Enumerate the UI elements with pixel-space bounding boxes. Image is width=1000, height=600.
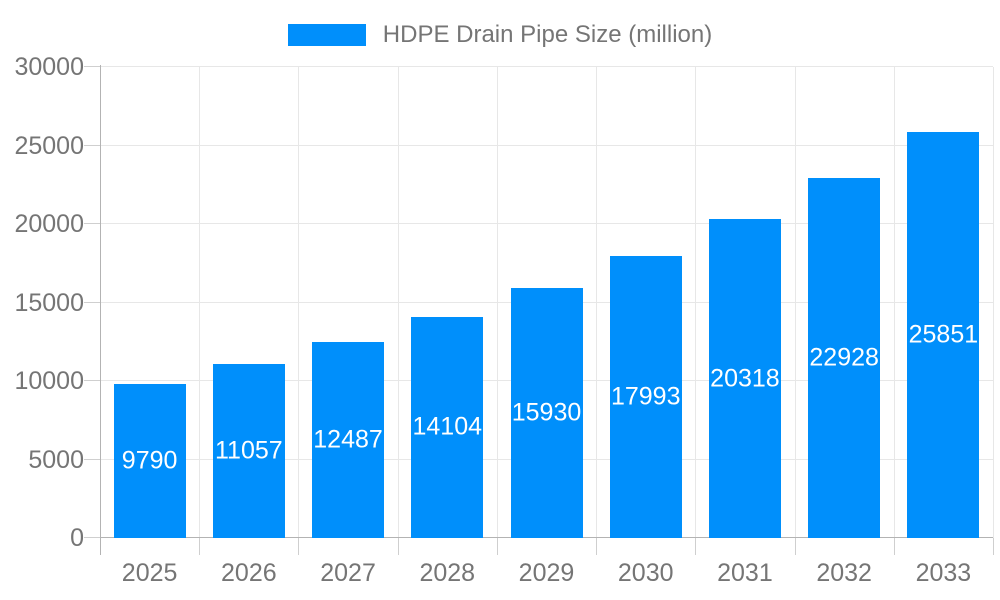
x-axis-tick-label: 2025 [121, 559, 178, 587]
gridline-vertical [893, 67, 895, 538]
y-axis-tick [84, 66, 100, 67]
x-axis-tick-label: 2027 [320, 559, 376, 587]
bar[interactable]: 11057 [212, 364, 285, 538]
bar[interactable]: 14104 [411, 316, 484, 538]
x-axis-tick [298, 538, 300, 555]
x-axis-tick [993, 538, 994, 555]
gridline-vertical [199, 67, 201, 538]
y-axis-tick-label: 0 [70, 524, 84, 552]
bar[interactable]: 9790 [113, 384, 186, 538]
legend-marker-icon [287, 24, 366, 46]
x-axis-tick [397, 538, 399, 555]
y-axis-tick-label: 5000 [28, 445, 84, 474]
gridline-vertical [397, 67, 399, 538]
y-axis-tick-label: 10000 [14, 367, 84, 395]
bar[interactable]: 15930 [510, 287, 583, 538]
x-axis-tick-label: 2029 [518, 559, 575, 587]
bar-value-label: 15930 [511, 398, 582, 427]
y-axis-tick [84, 301, 100, 303]
gridline-vertical [794, 67, 796, 538]
bar-value-label: 22928 [809, 343, 879, 372]
y-axis-tick [84, 144, 100, 146]
x-axis-tick [596, 538, 598, 555]
gridline-vertical [298, 67, 300, 538]
bar-value-label: 20318 [710, 364, 780, 392]
y-axis-line [100, 65, 101, 555]
y-axis-tick-label: 15000 [14, 288, 84, 317]
gridline-horizontal [100, 223, 993, 224]
x-axis-tick [794, 538, 796, 555]
bar-value-label: 11057 [214, 436, 283, 465]
x-axis-tick-label: 2028 [419, 559, 476, 587]
y-axis-tick-label: 20000 [14, 210, 84, 238]
bar[interactable]: 17993 [609, 255, 682, 538]
y-axis-tick-label: 25000 [14, 131, 84, 160]
bar[interactable]: 12487 [312, 341, 385, 538]
y-axis-tick [84, 380, 100, 381]
plot-area: 9790 11057 12487 14104 15930 17993 20318 22928 2… [84, 65, 994, 555]
gridline-horizontal [100, 66, 993, 67]
x-axis-tick [893, 538, 895, 555]
y-axis-tick [84, 537, 100, 538]
y-axis-tick [84, 458, 100, 460]
x-axis-tick [496, 538, 498, 555]
gridline-vertical [695, 67, 697, 538]
x-axis-tick [199, 538, 201, 555]
x-axis-tick-label: 2026 [221, 559, 277, 587]
bar-value-label: 25851 [908, 320, 979, 349]
x-axis-tick [695, 538, 697, 555]
bar-value-label: 14104 [412, 412, 483, 441]
gridline-vertical [993, 67, 994, 538]
legend-label: HDPE Drain Pipe Size (million) [382, 21, 713, 48]
y-axis-tick [84, 223, 100, 224]
bar[interactable]: 20318 [708, 219, 781, 538]
y-axis-tick-label: 30000 [14, 53, 84, 81]
x-axis-tick-label: 2031 [717, 559, 773, 587]
bar-value-label: 17993 [610, 382, 681, 411]
bar[interactable]: 22928 [808, 178, 881, 538]
bar-value-label: 9790 [121, 446, 178, 475]
bar[interactable]: 25851 [907, 132, 980, 538]
bar-value-label: 12487 [313, 425, 383, 454]
gridline-vertical [596, 67, 598, 538]
x-axis-tick-label: 2030 [617, 559, 674, 587]
legend-item[interactable]: HDPE Drain Pipe Size (million) [0, 23, 1000, 47]
x-axis-tick-label: 2033 [915, 559, 972, 587]
x-axis-tick-label: 2032 [816, 559, 872, 587]
gridline-vertical [496, 67, 498, 538]
gridline-horizontal [100, 144, 993, 146]
